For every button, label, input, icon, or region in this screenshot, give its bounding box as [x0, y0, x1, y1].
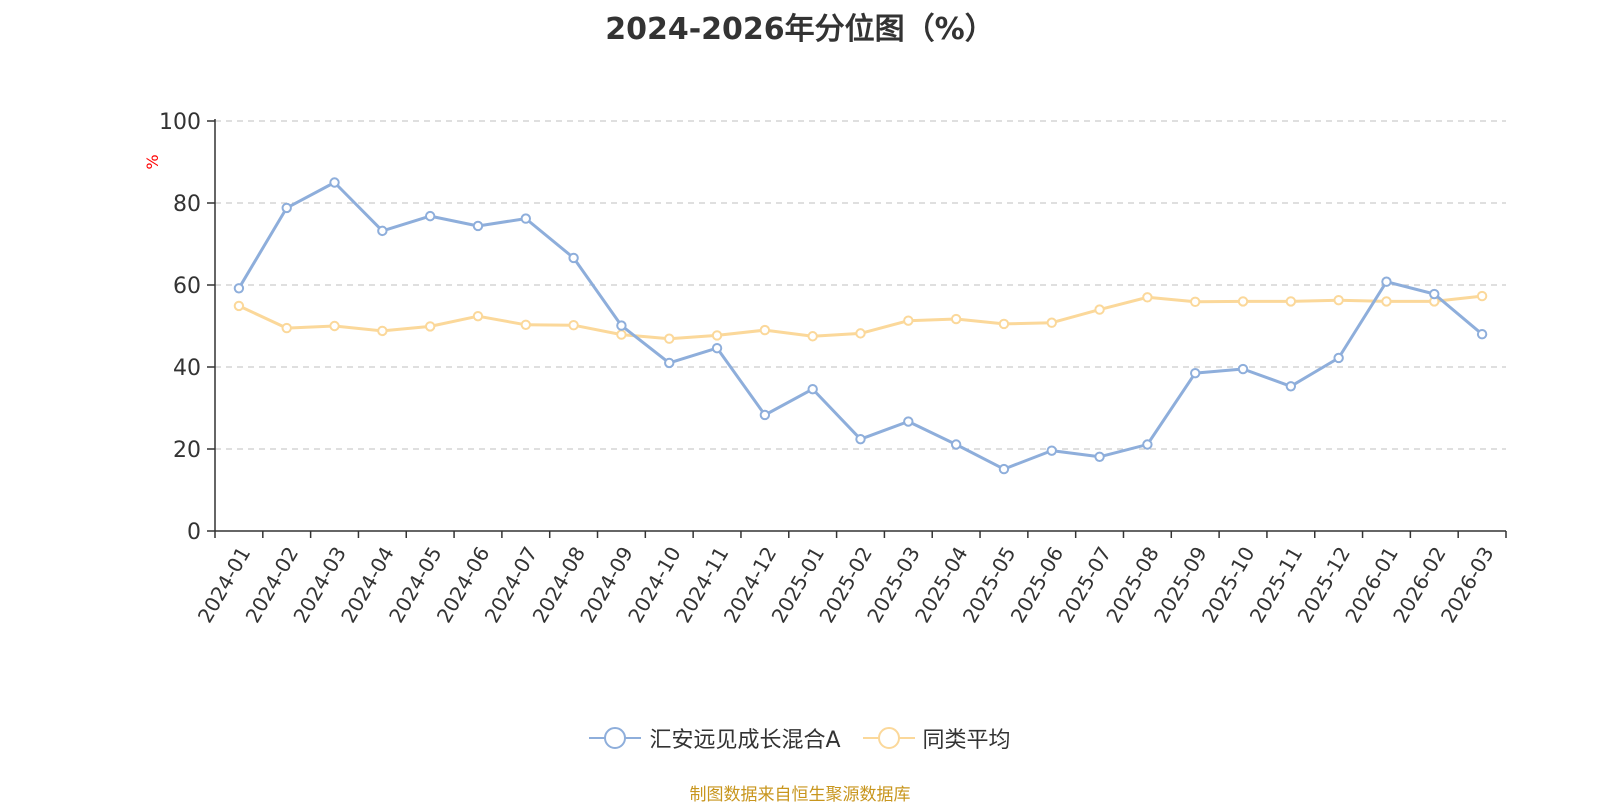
data-point — [1333, 294, 1344, 306]
y-tick-label: 40 — [173, 356, 201, 381]
data-point — [1333, 352, 1344, 364]
legend-item-fund[interactable]: 汇安远见成长混合A — [589, 722, 841, 754]
data-point — [233, 300, 245, 312]
legend-label-average: 同类平均 — [922, 728, 1011, 753]
data-point — [664, 357, 675, 369]
data-point — [711, 342, 723, 354]
data-point — [1285, 381, 1297, 392]
y-axis-unit-label: % — [143, 154, 162, 169]
data-point — [998, 318, 1010, 330]
data-point — [1476, 290, 1488, 302]
data-point — [664, 333, 675, 344]
data-point — [711, 330, 723, 341]
data-point — [950, 313, 962, 325]
y-tick-label: 100 — [159, 110, 201, 135]
legend-swatch-average — [862, 727, 915, 749]
data-point — [377, 325, 388, 337]
data-point — [807, 331, 818, 342]
series-fund — [233, 177, 1488, 475]
data-point — [1142, 292, 1153, 303]
data-point — [1190, 296, 1201, 308]
data-point — [855, 433, 866, 445]
data-point — [1094, 304, 1105, 315]
data-point — [855, 328, 866, 339]
data-point — [233, 283, 245, 294]
series — [233, 177, 1488, 475]
data-point — [616, 329, 627, 340]
legend-item-average[interactable]: 同类平均 — [862, 722, 1011, 754]
data-point — [520, 213, 531, 224]
data-point — [1381, 296, 1392, 307]
data-point — [903, 416, 914, 427]
data-point — [377, 225, 388, 237]
legend: 汇安远见成长混合A 同类平均 — [0, 722, 1600, 754]
data-point — [424, 321, 436, 332]
data-point — [903, 315, 914, 326]
data-point — [568, 252, 579, 264]
grid-lines — [215, 120, 1506, 450]
data-point — [1237, 296, 1249, 307]
data-point — [759, 409, 771, 421]
data-point — [1381, 276, 1392, 287]
data-point — [1094, 451, 1105, 462]
data-point — [759, 324, 771, 336]
data-point — [520, 319, 531, 330]
y-tick-label: 20 — [173, 438, 201, 463]
series-average — [233, 290, 1488, 344]
line-chart: 0204060801002024-012024-022024-032024-04… — [143, 110, 1507, 627]
source-note: 制图数据来自恒生聚源数据库 — [689, 785, 911, 805]
data-point — [1142, 439, 1153, 450]
data-point — [281, 322, 292, 334]
y-tick-label: 0 — [187, 520, 201, 545]
legend-label-fund: 汇安远见成长混合A — [649, 728, 841, 753]
data-point — [329, 320, 340, 332]
data-point — [950, 439, 962, 450]
data-point — [472, 310, 484, 322]
data-point — [616, 320, 627, 331]
legend-swatch-fund — [589, 727, 642, 749]
y-tick-label: 80 — [173, 192, 201, 217]
data-point — [281, 202, 292, 214]
axes: 0204060801002024-012024-022024-032024-04… — [159, 110, 1507, 627]
data-point — [1190, 367, 1201, 379]
data-point — [1046, 317, 1057, 328]
data-point — [472, 220, 484, 232]
data-point — [1429, 288, 1440, 300]
data-point — [424, 210, 436, 222]
data-point — [1046, 445, 1057, 456]
data-point — [1285, 296, 1297, 307]
y-tick-label: 60 — [173, 274, 201, 299]
data-point — [1237, 363, 1249, 375]
data-point — [568, 319, 579, 331]
data-point — [998, 463, 1010, 475]
data-point — [329, 177, 340, 188]
chart-title: 2024-2026年分位图（%） — [605, 12, 995, 47]
data-point — [1476, 329, 1488, 340]
data-point — [807, 383, 818, 395]
